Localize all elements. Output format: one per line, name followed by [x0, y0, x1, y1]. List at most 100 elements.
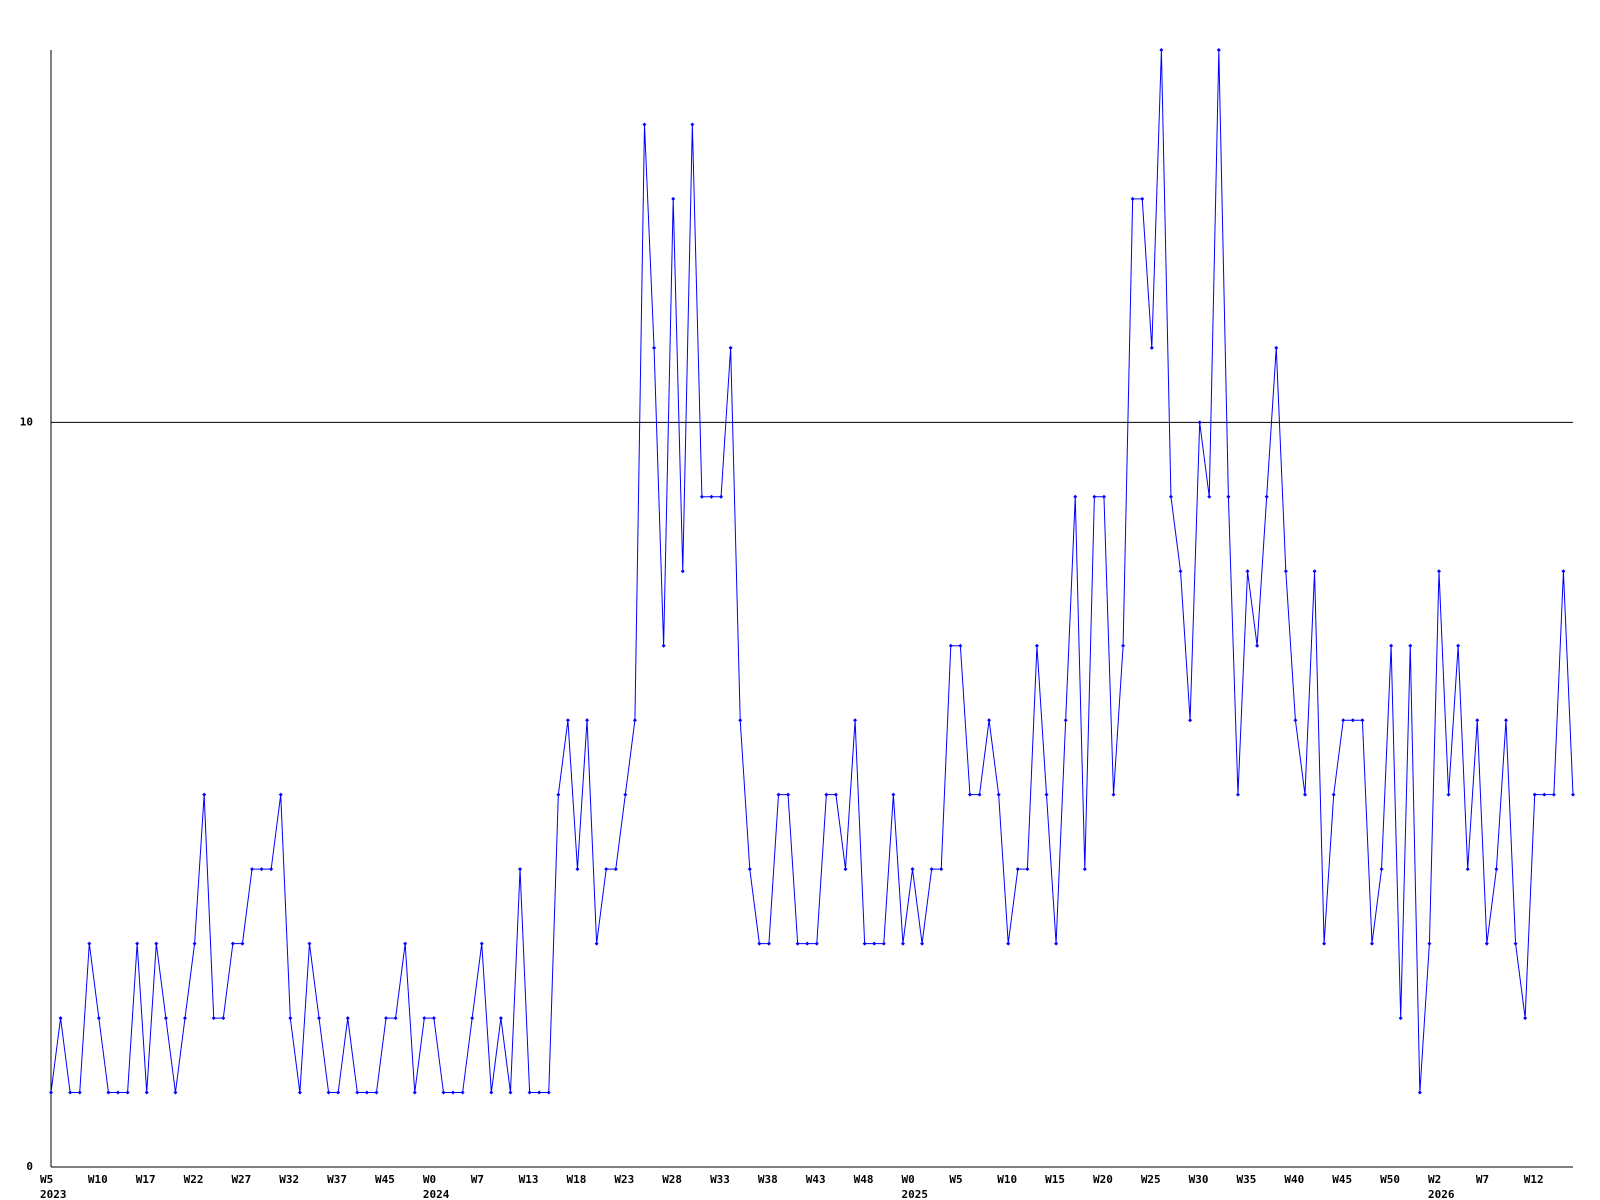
point-marker	[307, 941, 312, 946]
point-marker	[1494, 867, 1499, 872]
point-marker	[1149, 345, 1154, 350]
point-marker	[709, 494, 714, 499]
point-marker	[431, 1016, 436, 1021]
year-label: 2023	[40, 1188, 67, 1200]
point-marker	[1235, 792, 1240, 797]
x-tick-label: W22	[184, 1173, 204, 1186]
point-marker	[355, 1090, 360, 1095]
point-marker	[747, 867, 752, 872]
x-tick-label: W50	[1380, 1173, 1400, 1186]
point-marker	[1207, 494, 1212, 499]
point-marker	[508, 1090, 513, 1095]
point-marker	[920, 941, 925, 946]
point-marker	[958, 643, 963, 648]
point-marker	[230, 941, 235, 946]
point-marker	[498, 1016, 503, 1021]
point-marker	[1312, 569, 1317, 574]
point-marker	[470, 1016, 475, 1021]
point-marker	[1121, 643, 1126, 648]
point-marker	[1283, 569, 1288, 574]
x-tick-label: W10	[88, 1173, 108, 1186]
point-marker	[1054, 941, 1059, 946]
point-marker	[1293, 718, 1298, 723]
point-marker	[422, 1016, 427, 1021]
x-tick-label: W0	[423, 1173, 436, 1186]
point-marker	[575, 867, 580, 872]
point-marker	[1188, 718, 1193, 723]
point-marker	[1302, 792, 1307, 797]
point-marker	[1159, 48, 1164, 52]
point-marker	[1571, 792, 1575, 797]
point-marker	[546, 1090, 551, 1095]
year-label: 2025	[902, 1188, 929, 1200]
point-marker	[1561, 569, 1566, 574]
point-marker	[460, 1090, 465, 1095]
point-marker	[278, 792, 283, 797]
point-marker	[1006, 941, 1011, 946]
point-marker	[364, 1090, 369, 1095]
point-marker	[719, 494, 724, 499]
point-marker	[738, 718, 743, 723]
point-marker	[1350, 718, 1355, 723]
point-marker	[1465, 867, 1470, 872]
point-marker	[853, 718, 858, 723]
point-marker	[862, 941, 867, 946]
point-marker	[1523, 1016, 1528, 1021]
point-marker	[728, 345, 733, 350]
x-tick-label: W15	[1045, 1173, 1065, 1186]
point-marker	[833, 792, 838, 797]
point-marker	[939, 867, 944, 872]
point-marker	[1111, 792, 1116, 797]
point-marker	[824, 792, 829, 797]
x-tick-label: W12	[1524, 1173, 1544, 1186]
point-marker	[1044, 792, 1049, 797]
point-marker	[565, 718, 570, 723]
point-marker	[384, 1016, 389, 1021]
point-marker	[163, 1016, 168, 1021]
point-marker	[1130, 196, 1135, 201]
point-marker	[412, 1090, 417, 1095]
x-tick-label: W48	[854, 1173, 874, 1186]
point-marker	[1475, 718, 1480, 723]
point-marker	[183, 1016, 188, 1021]
point-marker	[642, 122, 647, 127]
point-marker	[1140, 196, 1145, 201]
point-marker	[900, 941, 905, 946]
point-marker	[1503, 718, 1508, 723]
point-marker	[211, 1016, 216, 1021]
point-marker	[135, 941, 140, 946]
x-tick-label: W30	[1189, 1173, 1209, 1186]
point-marker	[1417, 1090, 1422, 1095]
x-tick-label: W45	[1332, 1173, 1352, 1186]
x-tick-label: W10	[997, 1173, 1017, 1186]
point-marker	[1341, 718, 1346, 723]
x-tick-label: W17	[136, 1173, 156, 1186]
point-marker	[202, 792, 207, 797]
x-tick-label: W2	[1428, 1173, 1441, 1186]
point-marker	[1513, 941, 1518, 946]
x-tick-label: W38	[758, 1173, 778, 1186]
point-marker	[1034, 643, 1039, 648]
point-marker	[87, 941, 92, 946]
point-marker	[1322, 941, 1327, 946]
point-marker	[154, 941, 159, 946]
point-marker	[1264, 494, 1269, 499]
point-marker	[1379, 867, 1384, 872]
point-marker	[690, 122, 695, 127]
point-marker	[297, 1090, 302, 1095]
x-tick-label: W5	[949, 1173, 962, 1186]
point-marker	[1456, 643, 1461, 648]
point-marker	[671, 196, 676, 201]
point-marker	[1331, 792, 1336, 797]
point-marker	[1274, 345, 1279, 350]
point-marker	[403, 941, 408, 946]
point-marker	[632, 718, 637, 723]
point-marker	[843, 867, 848, 872]
point-marker	[221, 1016, 226, 1021]
point-marker	[967, 792, 972, 797]
point-marker	[996, 792, 1001, 797]
point-marker	[1360, 718, 1365, 723]
y-tick-label: 10	[20, 415, 33, 428]
point-marker	[77, 1090, 82, 1095]
point-marker	[317, 1016, 322, 1021]
